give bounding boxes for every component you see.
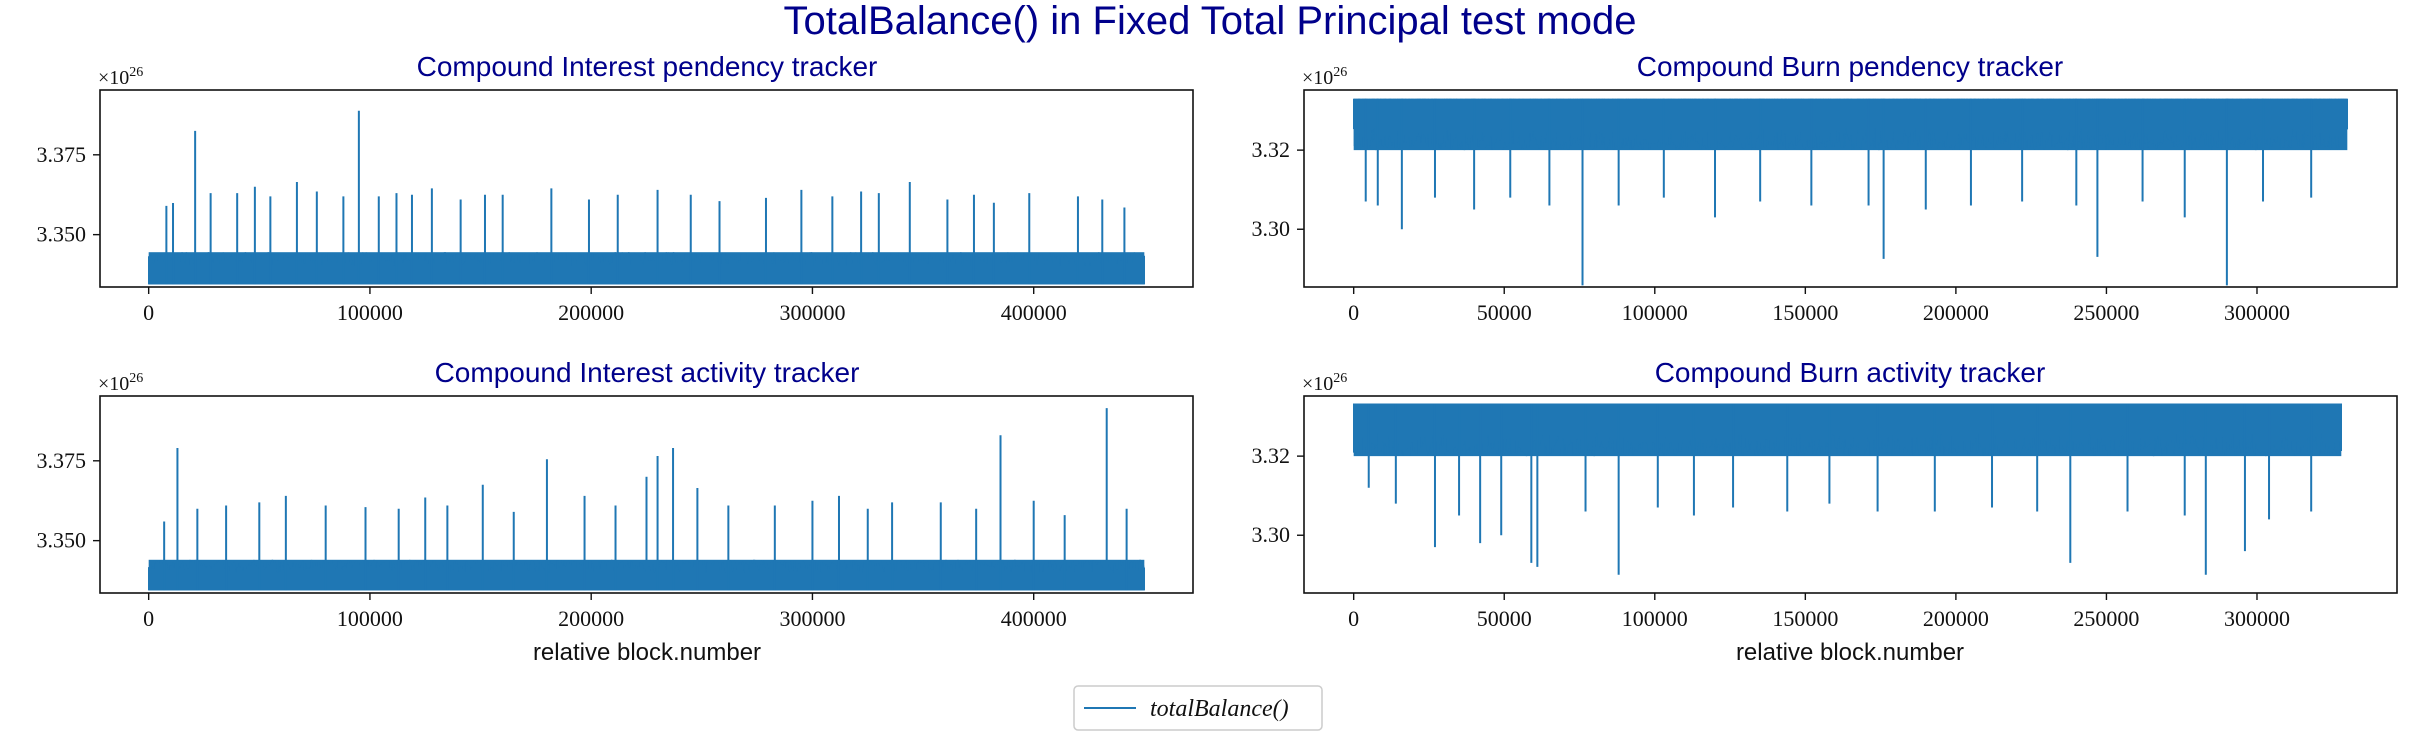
x-axis-label: relative block.number xyxy=(533,639,761,666)
plot-area: 0 50000 100000 150000 200000 250000 300000 3.30… xyxy=(1252,89,2398,325)
axes-frame xyxy=(99,89,1194,288)
y-tick-label: 3.32 xyxy=(1252,443,1291,468)
panel-interest-pendency: Compound Interest pendency tracker ×1026… xyxy=(37,51,1194,325)
series-line xyxy=(1353,98,2348,151)
y-multiplier-base: ×10 xyxy=(98,67,129,89)
x-tick-label: 0 xyxy=(143,606,154,631)
x-tick-label: 200000 xyxy=(558,300,624,325)
plot-area: 0 100000 200000 300000 400000 3.350 3.375 xyxy=(37,89,1194,325)
x-tick-label: 300000 xyxy=(779,300,845,325)
y-tick-label: 3.375 xyxy=(37,448,87,473)
y-tick-label: 3.350 xyxy=(37,528,87,553)
x-tick-label: 300000 xyxy=(2224,606,2290,631)
legend-label: totalBalance() xyxy=(1150,696,1289,722)
x-tick-label: 250000 xyxy=(2073,300,2139,325)
axes-frame xyxy=(1303,89,2398,288)
y-multiplier-base: ×10 xyxy=(98,373,129,395)
y-multiplier-base: ×10 xyxy=(1302,373,1333,395)
plot-area: 0 50000 100000 150000 200000 250000 300000 3.30… xyxy=(1252,395,2398,631)
y-multiplier: ×1026 xyxy=(98,371,143,395)
x-tick-label: 100000 xyxy=(337,300,403,325)
x-tick-label: 50000 xyxy=(1477,300,1532,325)
x-tick-label: 300000 xyxy=(779,606,845,631)
x-tick-label: 400000 xyxy=(1001,606,1067,631)
y-multiplier-exponent: 26 xyxy=(1333,65,1347,80)
axes-frame xyxy=(1303,395,2398,594)
panel-title: Compound Interest activity tracker xyxy=(435,357,860,388)
x-tick-label: 100000 xyxy=(1622,606,1688,631)
x-tick-label: 0 xyxy=(143,300,154,325)
y-multiplier: ×1026 xyxy=(1302,65,1347,89)
x-tick-label: 200000 xyxy=(558,606,624,631)
y-tick-label: 3.350 xyxy=(37,222,87,247)
y-multiplier-exponent: 26 xyxy=(129,65,143,80)
y-tick-label: 3.30 xyxy=(1252,522,1291,547)
x-tick-label: 250000 xyxy=(2073,606,2139,631)
x-tick-label: 100000 xyxy=(1622,300,1688,325)
legend-frame xyxy=(1073,685,1323,731)
panel-title: Compound Interest pendency tracker xyxy=(417,51,878,82)
x-tick-label: 200000 xyxy=(1923,606,1989,631)
y-tick-label: 3.30 xyxy=(1252,216,1291,241)
y-multiplier-exponent: 26 xyxy=(129,371,143,386)
x-tick-label: 100000 xyxy=(337,606,403,631)
panel-title: Compound Burn pendency tracker xyxy=(1637,51,2063,82)
plot-area: 0 100000 200000 300000 400000 3.350 3.375 xyxy=(37,395,1194,631)
x-tick-label: 0 xyxy=(1348,300,1359,325)
x-tick-label: 300000 xyxy=(2224,300,2290,325)
y-tick-label: 3.32 xyxy=(1252,137,1291,162)
y-multiplier: ×1026 xyxy=(98,65,143,89)
axes-frame xyxy=(99,395,1194,594)
y-tick-label: 3.375 xyxy=(37,142,87,167)
x-axis-label: relative block.number xyxy=(1736,639,1964,666)
panel-title: Compound Burn activity tracker xyxy=(1655,357,2046,388)
x-tick-label: 0 xyxy=(1348,606,1359,631)
y-multiplier: ×1026 xyxy=(1302,371,1347,395)
series-line xyxy=(1353,403,2342,457)
legend: totalBalance() xyxy=(1073,685,1323,731)
x-tick-label: 400000 xyxy=(1001,300,1067,325)
x-tick-label: 200000 xyxy=(1923,300,1989,325)
y-multiplier-base: ×10 xyxy=(1302,67,1333,89)
series-line xyxy=(148,252,1145,285)
panel-burn-pendency: Compound Burn pendency tracker ×1026 0 50… xyxy=(1252,51,2398,325)
x-tick-label: 150000 xyxy=(1772,300,1838,325)
panel-burn-activity: Compound Burn activity tracker ×1026 0 50… xyxy=(1252,357,2398,666)
y-multiplier-exponent: 26 xyxy=(1333,371,1347,386)
figure-title: TotalBalance() in Fixed Total Principal … xyxy=(783,0,1636,43)
panel-interest-activity: Compound Interest activity tracker ×1026… xyxy=(37,357,1194,666)
x-tick-label: 150000 xyxy=(1772,606,1838,631)
x-tick-label: 50000 xyxy=(1477,606,1532,631)
